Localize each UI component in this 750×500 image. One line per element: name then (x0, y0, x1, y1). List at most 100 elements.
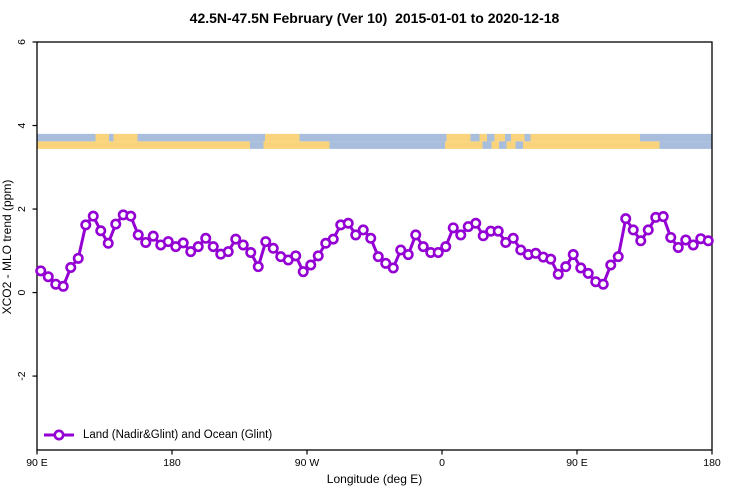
data-point (260, 236, 272, 248)
data-point (440, 241, 452, 253)
data-point (132, 229, 144, 241)
data-point (72, 252, 84, 264)
x-axis-label: Longitude (deg E) (326, 472, 423, 486)
data-point (252, 261, 264, 273)
data-point (605, 259, 617, 271)
data-point (305, 259, 317, 271)
data-point (207, 241, 219, 253)
legend: Land (Nadir&Glint) and Ocean (Glint) (44, 427, 272, 443)
map-strip-segment (482, 141, 492, 149)
map-strip-segment (137, 133, 265, 142)
legend-label: Land (Nadir&Glint) and Ocean (Glint) (83, 429, 273, 441)
data-point (515, 244, 527, 256)
data-point (477, 230, 489, 242)
legend-marker-icon (44, 429, 74, 441)
map-strip-segment (445, 141, 483, 149)
data-point (552, 268, 564, 280)
data-point (140, 236, 152, 248)
data-point (230, 233, 242, 245)
data-point (42, 271, 54, 283)
data-point (342, 217, 354, 229)
map-strip-segment (494, 133, 505, 142)
chart-title: 42.5N-47.5N February (Ver 10) 2015-01-01… (189, 10, 560, 26)
data-point (57, 280, 69, 292)
data-point (612, 251, 624, 263)
map-strip-segment (37, 133, 96, 142)
data-point (87, 210, 99, 222)
y-tick-label: -2 (16, 371, 28, 380)
plot-frame (36, 41, 713, 451)
map-strip-segment (479, 133, 487, 142)
data-point (237, 239, 249, 251)
data-point (432, 246, 444, 258)
x-tick-label: 90 W (295, 457, 320, 469)
data-point (290, 250, 302, 262)
map-strip-segment (263, 141, 330, 149)
data-point (560, 261, 572, 273)
map-strip-segment (265, 133, 300, 142)
data-point (672, 241, 684, 253)
data-point (125, 210, 137, 222)
data-point (267, 242, 279, 254)
data-point (575, 262, 587, 274)
data-point (702, 235, 714, 247)
data-line (39, 213, 709, 288)
map-strip-segment (491, 141, 499, 149)
data-point (507, 232, 519, 244)
data-point (545, 253, 557, 265)
data-point (245, 246, 257, 258)
y-tick-label: 4 (16, 122, 28, 128)
data-point (80, 219, 92, 231)
data-point (395, 244, 407, 256)
data-point (687, 239, 699, 251)
data-point (95, 225, 107, 237)
data-point (297, 266, 309, 278)
data-point (470, 217, 482, 229)
map-strip-segment (329, 141, 445, 149)
data-point (417, 241, 429, 253)
map-strip-segment (523, 141, 660, 149)
data-point (665, 231, 677, 243)
data-point (597, 278, 609, 290)
data-point (192, 241, 204, 253)
map-strip-segment (505, 133, 511, 142)
data-point (642, 224, 654, 236)
data-point (380, 257, 392, 269)
y-tick-label: 6 (16, 39, 28, 45)
map-strip-segment (524, 133, 531, 142)
data-point (372, 251, 384, 263)
x-tick-label: 90 E (566, 457, 588, 469)
map-strip-segment (95, 133, 109, 142)
data-point (185, 246, 197, 258)
data-point (327, 233, 339, 245)
map-strip-segment (506, 141, 516, 149)
map-strip-segment (640, 133, 712, 142)
x-tick-label: 90 E (26, 457, 48, 469)
data-point (582, 267, 594, 279)
data-point (110, 218, 122, 230)
y-tick-label: 0 (16, 289, 28, 295)
data-point (177, 237, 189, 249)
map-strip-segment (487, 133, 495, 142)
data-point (455, 229, 467, 241)
data-point (162, 236, 174, 248)
data-point (312, 250, 324, 262)
y-tick-label: 2 (16, 206, 28, 212)
data-point (102, 237, 114, 249)
map-strip-segment (515, 141, 523, 149)
data-point (365, 232, 377, 244)
map-strip-segment (37, 141, 250, 149)
map-strip-segment (113, 133, 138, 142)
map-strip-segment (530, 133, 640, 142)
x-tick-label: 180 (163, 457, 181, 469)
map-strip-segment (511, 133, 525, 142)
data-point (200, 232, 212, 244)
data-point (657, 211, 669, 223)
data-point (620, 213, 632, 225)
data-point (627, 224, 639, 236)
map-strip-segment (250, 141, 264, 149)
map-strip-segment (299, 133, 447, 142)
map-strip-segment (659, 141, 712, 149)
